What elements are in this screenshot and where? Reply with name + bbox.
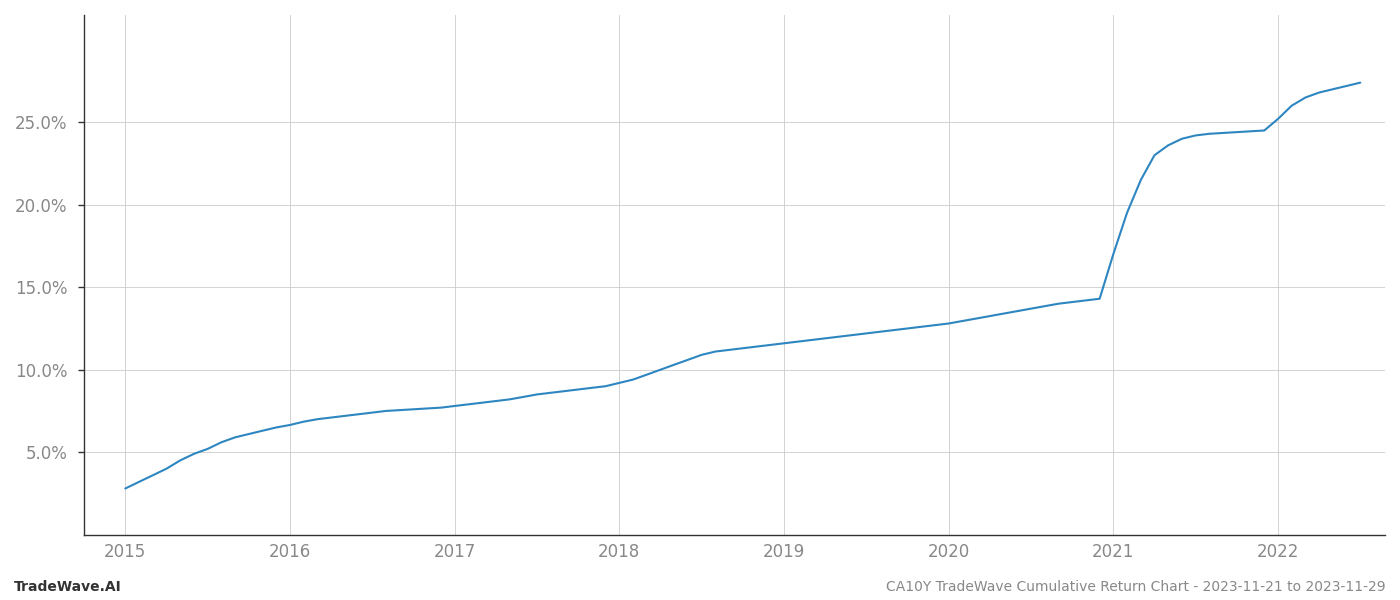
Text: CA10Y TradeWave Cumulative Return Chart - 2023-11-21 to 2023-11-29: CA10Y TradeWave Cumulative Return Chart … bbox=[886, 580, 1386, 594]
Text: TradeWave.AI: TradeWave.AI bbox=[14, 580, 122, 594]
